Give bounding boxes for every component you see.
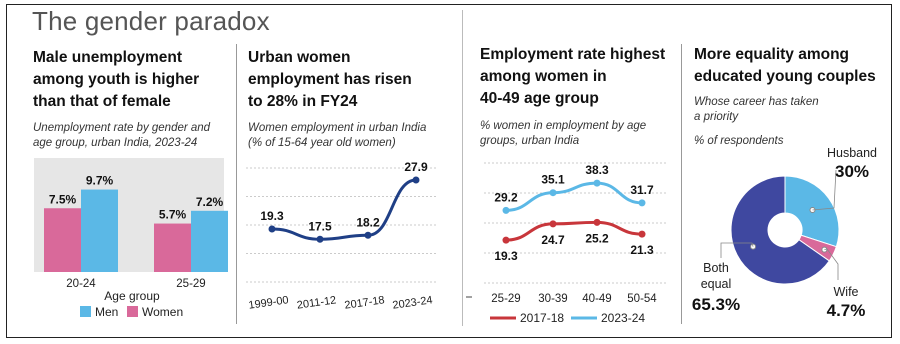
legend-label: 2023-24 — [601, 311, 645, 325]
leader-line — [720, 242, 754, 258]
panel1-subtitle-line: Unemployment rate by gender and — [33, 122, 211, 134]
data-label: 5.7% — [159, 208, 187, 222]
x-tick-label: 2011-12 — [296, 294, 337, 311]
x-tick-label: 40-49 — [582, 293, 611, 305]
panel2-title-line: to 28% in FY24 — [248, 93, 358, 110]
x-tick-label: 20-24 — [66, 278, 96, 290]
data-label: 25.2 — [585, 231, 609, 245]
panel2-subtitle: Women employment in urban India (% of 15… — [248, 121, 426, 151]
bar — [44, 208, 81, 272]
data-label: 35.1 — [541, 173, 565, 187]
data-point — [549, 189, 557, 197]
x-axis-label: Age group — [104, 289, 160, 303]
panel4-title-line: More equality among — [694, 46, 850, 63]
x-tick-label: 50-54 — [627, 293, 657, 305]
panel1-title-line: than that of female — [33, 93, 171, 110]
legend-label: 2017-18 — [520, 311, 564, 325]
leader-line — [812, 169, 837, 211]
slice-name: equal — [701, 277, 732, 291]
panel3-title: Employment rate highest among women in 4… — [480, 44, 665, 110]
x-tick-label: 25-29 — [176, 278, 205, 290]
data-label: 19.3 — [260, 209, 284, 223]
panel1-subtitle-line: age group, urban India, 2023-24 — [33, 137, 198, 149]
panel2-title-line: employment has risen — [248, 71, 412, 88]
slice-name: Wife — [834, 285, 859, 299]
panel3-title-line: 40-49 age group — [480, 90, 599, 107]
panel3-subtitle: % women in employment by age groups, urb… — [480, 119, 646, 149]
panel3-title-line: among women in — [480, 68, 607, 85]
bar — [81, 189, 118, 272]
leader-line — [824, 248, 839, 280]
page-title: The gender paradox — [32, 6, 270, 36]
panel4-subtitle-line: Whose career has taken — [694, 96, 819, 108]
panel4-title-line: educated young couples — [694, 68, 876, 85]
panel2-subtitle-line: (% of 15-64 year old women) — [248, 137, 396, 149]
data-label: 29.2 — [494, 190, 518, 204]
panel1-title: Male unemployment among youth is higher … — [33, 47, 199, 113]
data-label: 7.2% — [196, 195, 224, 209]
data-point — [502, 206, 510, 214]
legend-label: Women — [142, 305, 183, 319]
slice-value: 65.3% — [692, 295, 740, 314]
pie-slice — [730, 175, 830, 285]
slice-name: Husband — [827, 146, 877, 160]
panel4-title: More equality among educated young coupl… — [694, 44, 876, 88]
x-tick-label: 25-29 — [491, 293, 520, 305]
data-label: 18.2 — [356, 215, 380, 229]
x-tick-label: 2023-24 — [392, 294, 434, 312]
data-label: 21.3 — [630, 243, 654, 257]
panel4-note: % of respondents — [694, 135, 784, 147]
data-point — [549, 220, 557, 228]
x-tick-label: 2017-18 — [344, 294, 386, 312]
panel-divider — [681, 44, 682, 324]
panel-divider — [462, 10, 463, 326]
slice-value: 30% — [835, 162, 869, 181]
panel4-subtitle-line: a priority — [694, 111, 739, 123]
slice-value: 4.7% — [827, 301, 866, 320]
panel1-title-line: among youth is higher — [33, 71, 200, 88]
infographic-frame — [6, 4, 892, 338]
legend-swatch-women — [127, 306, 138, 317]
data-point — [638, 199, 646, 207]
panel2-subtitle-line: Women employment in urban India — [248, 122, 427, 134]
panel1-subtitle: Unemployment rate by gender and age grou… — [33, 121, 210, 151]
panel3-title-line: Employment rate highest — [480, 46, 666, 63]
data-label: 9.7% — [86, 174, 114, 188]
data-point — [593, 218, 601, 226]
panel2-title-line: Urban women — [248, 49, 351, 66]
panel3-subtitle-line: groups, urban India — [480, 135, 580, 147]
series-line — [505, 181, 643, 212]
panel3-subtitle-line: % women in employment by age — [480, 120, 647, 132]
data-point — [268, 225, 276, 233]
data-label: 17.5 — [308, 219, 332, 233]
data-point — [593, 179, 601, 187]
panel1-title-line: Male unemployment — [33, 49, 182, 66]
panel-divider — [236, 44, 237, 324]
x-tick-label: 30-39 — [538, 293, 567, 305]
data-label: 27.9 — [404, 160, 428, 174]
data-label: 38.3 — [585, 163, 609, 177]
series-line — [505, 220, 643, 242]
data-point — [364, 231, 372, 239]
slice-name: Both — [703, 261, 729, 275]
series-line — [271, 178, 417, 241]
bar — [154, 223, 191, 272]
data-point — [412, 176, 420, 184]
data-point — [316, 235, 324, 243]
data-label: 7.5% — [49, 192, 77, 206]
bar — [191, 210, 228, 272]
legend-swatch-men — [80, 306, 91, 317]
data-point — [638, 230, 646, 238]
x-tick-label: 1999-00 — [248, 294, 290, 312]
data-label: 19.3 — [494, 249, 518, 263]
data-label: 31.7 — [630, 183, 654, 197]
data-label: 24.7 — [541, 233, 565, 247]
data-point — [502, 236, 510, 244]
panel2-title: Urban women employment has risen to 28% … — [248, 47, 412, 113]
legend-label: Men — [95, 305, 118, 319]
panel4-subtitle: Whose career has taken a priority — [694, 95, 819, 125]
